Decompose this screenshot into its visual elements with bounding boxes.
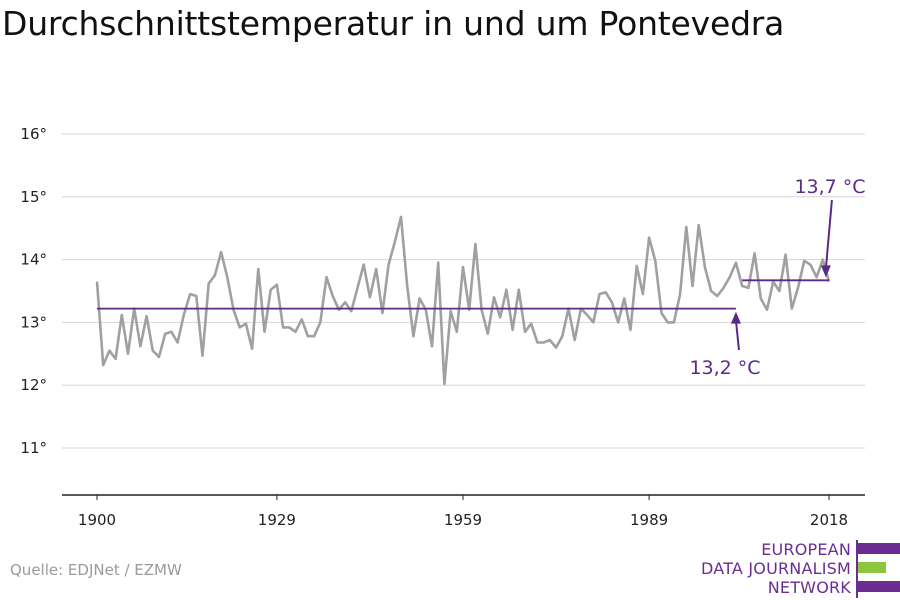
- y-tick-label: 11°: [20, 439, 47, 457]
- y-tick-label: 16°: [20, 125, 47, 143]
- logo-line-2: DATA JOURNALISM: [701, 559, 851, 578]
- logo-bar-green: [858, 562, 886, 573]
- x-tick-label: 2018: [810, 511, 848, 529]
- y-tick-label: 13°: [20, 313, 47, 331]
- source-note: Quelle: EDJNet / EZMW: [10, 561, 182, 579]
- annotation-label-1: 13,2 °C: [689, 357, 760, 379]
- edjnet-logo: EUROPEAN DATA JOURNALISM NETWORK: [700, 540, 900, 598]
- logo-divider: [856, 540, 858, 598]
- annotation-arrowhead: [820, 265, 831, 278]
- annotation-arrowhead: [730, 311, 741, 324]
- annotation-label-2: 13,7 °C: [794, 176, 865, 198]
- temperature-series-line: [95, 215, 831, 386]
- annotation-arrow-shaft: [734, 320, 740, 351]
- logo-bar-purple-bottom: [858, 581, 900, 592]
- logo-bar-purple-top: [858, 543, 900, 554]
- x-tick-label: 1989: [630, 511, 668, 529]
- x-tick-label: 1929: [258, 511, 296, 529]
- y-tick-label: 15°: [20, 188, 47, 206]
- x-tick-label: 1900: [78, 511, 116, 529]
- y-tick-label: 14°: [20, 251, 47, 269]
- chart-title: Durchschnittstemperatur in und um Pontev…: [2, 4, 785, 43]
- annotation-arrow-shaft: [824, 199, 833, 269]
- logo-line-1: EUROPEAN: [761, 540, 851, 559]
- y-tick-label: 12°: [20, 376, 47, 394]
- x-tick-label: 1959: [444, 511, 482, 529]
- logo-line-3: NETWORK: [767, 578, 851, 597]
